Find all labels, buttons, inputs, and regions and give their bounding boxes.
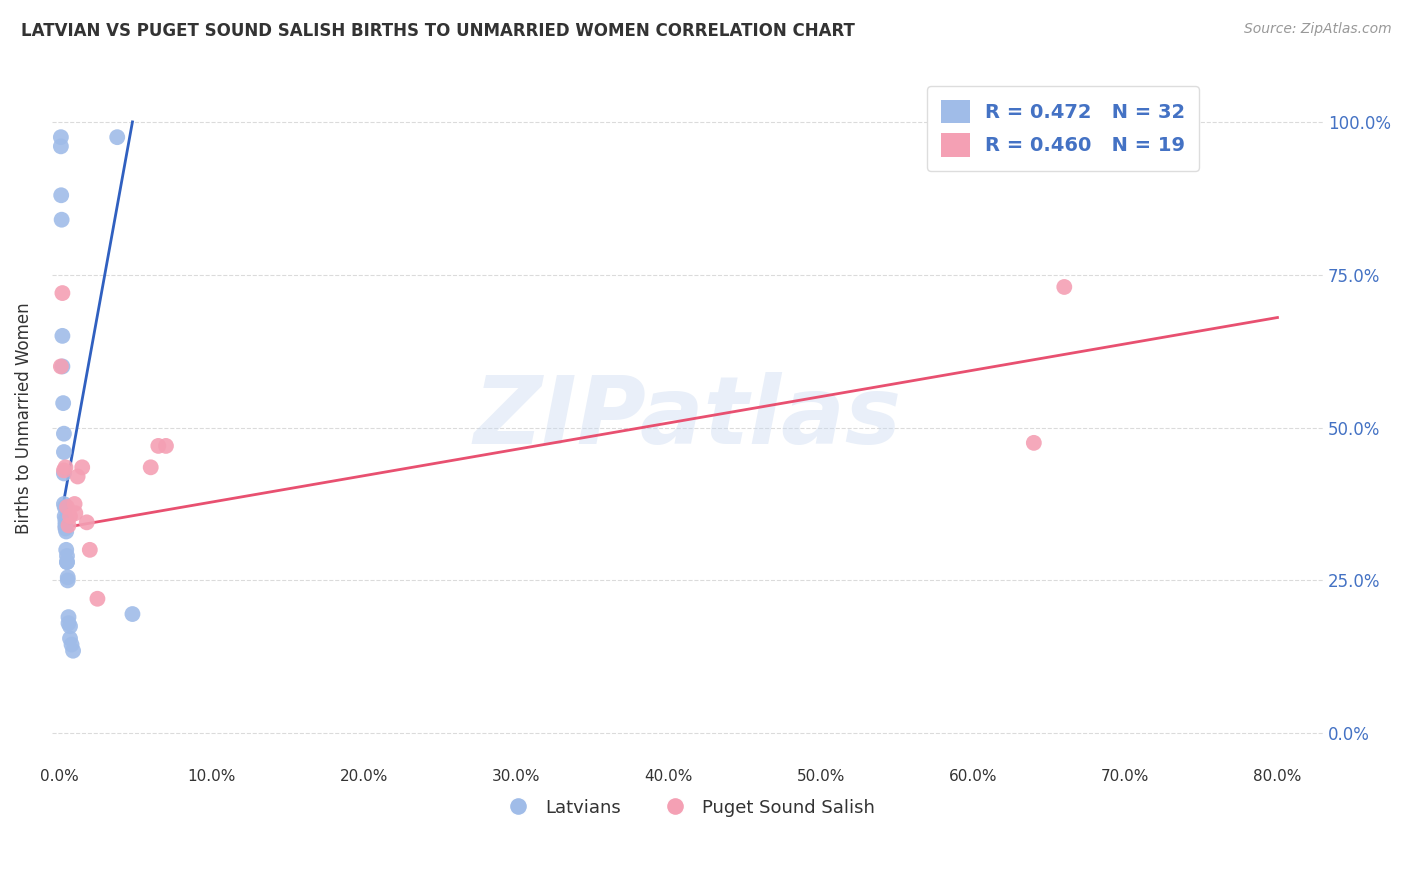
Y-axis label: Births to Unmarried Women: Births to Unmarried Women	[15, 302, 32, 534]
Point	[56, 549, 79, 563]
Text: Source: ZipAtlas.com: Source: ZipAtlas.com	[1244, 22, 1392, 37]
Point	[79, 542, 101, 557]
Point	[52, 467, 75, 481]
Point	[86, 591, 108, 606]
Point	[49, 130, 72, 145]
Point	[55, 460, 77, 475]
Point	[139, 460, 162, 475]
Point	[49, 359, 72, 374]
Point	[51, 359, 73, 374]
Point	[58, 610, 80, 624]
Point	[59, 509, 82, 524]
Point	[1053, 280, 1076, 294]
Point	[59, 619, 82, 633]
Point	[155, 439, 177, 453]
Point	[59, 632, 82, 646]
Point	[55, 524, 77, 539]
Point	[148, 439, 170, 453]
Point	[56, 500, 79, 514]
Point	[55, 518, 77, 533]
Point	[76, 516, 98, 530]
Point	[56, 570, 79, 584]
Point	[70, 460, 93, 475]
Point	[53, 500, 76, 514]
Point	[53, 509, 76, 524]
Point	[60, 638, 83, 652]
Point	[51, 212, 73, 227]
Point	[52, 463, 75, 477]
Point	[52, 396, 75, 410]
Point	[121, 607, 143, 621]
Point	[55, 542, 77, 557]
Point	[55, 521, 77, 535]
Point	[52, 426, 75, 441]
Point	[56, 555, 79, 569]
Point	[105, 130, 128, 145]
Point	[58, 616, 80, 631]
Point	[51, 188, 73, 202]
Text: LATVIAN VS PUGET SOUND SALISH BIRTHS TO UNMARRIED WOMEN CORRELATION CHART: LATVIAN VS PUGET SOUND SALISH BIRTHS TO …	[21, 22, 855, 40]
Point	[58, 518, 80, 533]
Text: ZIPatlas: ZIPatlas	[474, 372, 901, 465]
Point	[51, 286, 73, 301]
Point	[51, 329, 73, 343]
Point	[63, 497, 86, 511]
Point	[52, 445, 75, 459]
Point	[56, 555, 79, 569]
Point	[62, 644, 84, 658]
Point	[49, 139, 72, 153]
Point	[55, 516, 77, 530]
Legend: Latvians, Puget Sound Salish: Latvians, Puget Sound Salish	[492, 791, 882, 824]
Point	[1022, 435, 1045, 450]
Point	[56, 574, 79, 588]
Point	[55, 512, 77, 526]
Point	[65, 506, 87, 520]
Point	[66, 469, 89, 483]
Point	[52, 497, 75, 511]
